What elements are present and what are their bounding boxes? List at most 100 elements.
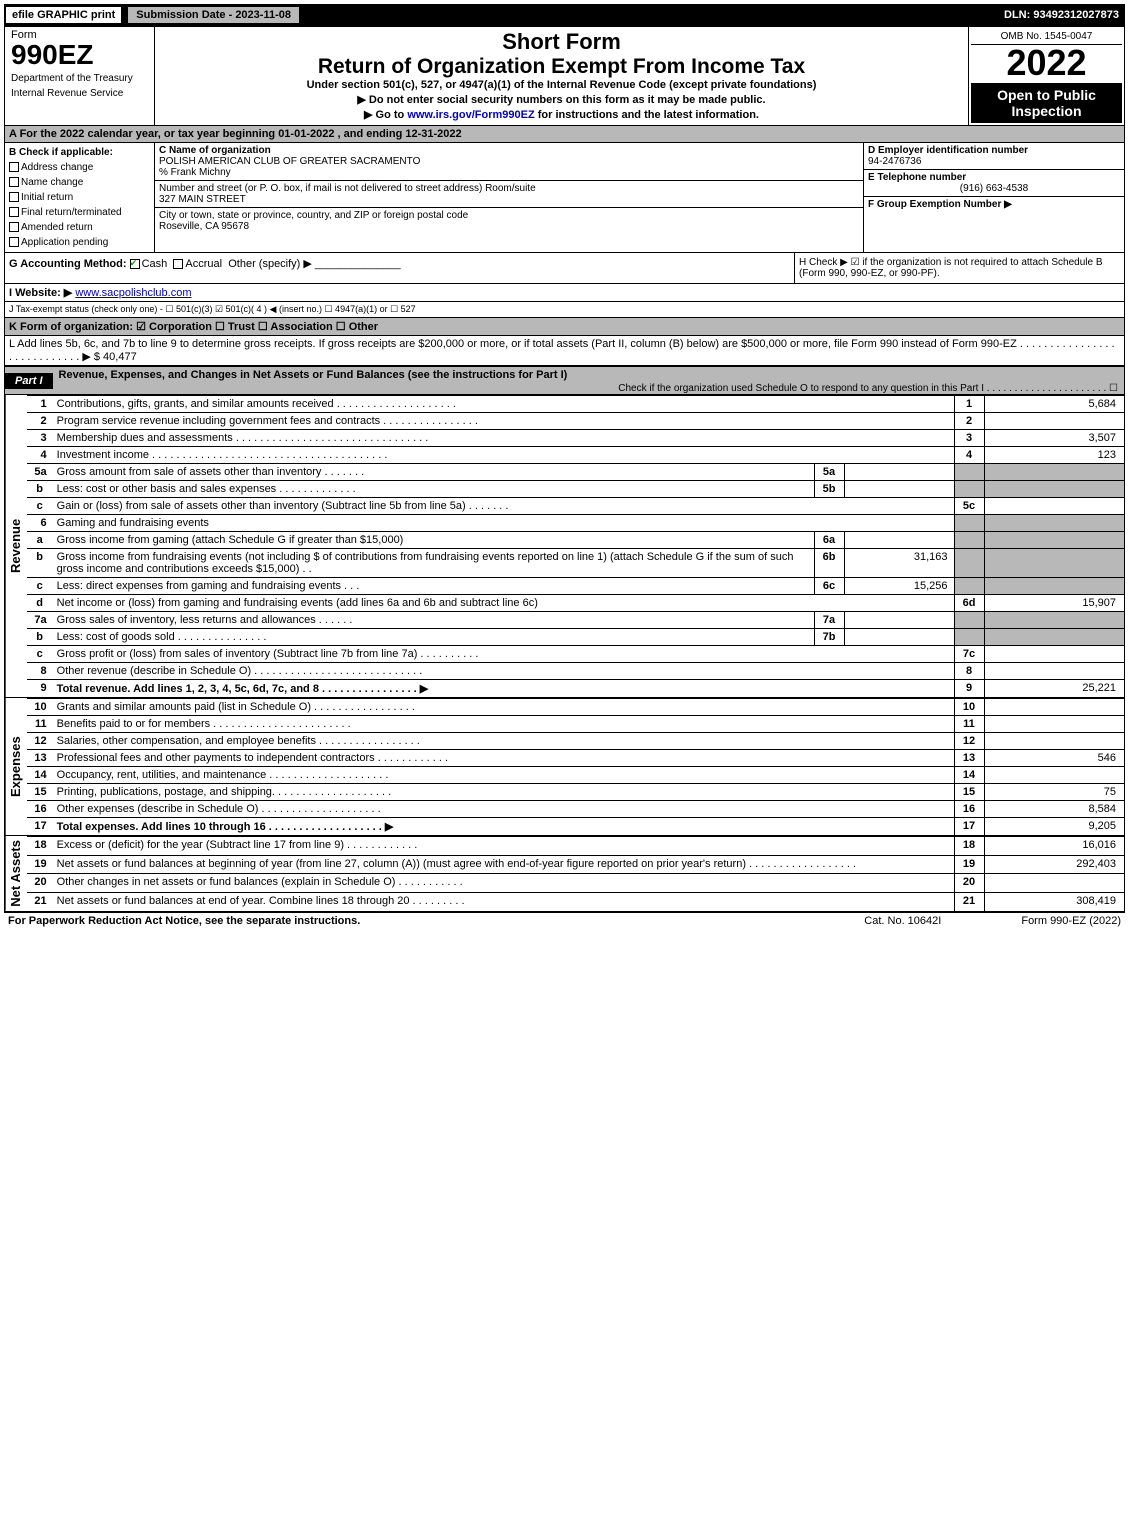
street-block: Number and street (or P. O. box, if mail…	[155, 181, 863, 208]
g-other: Other (specify) ▶	[228, 258, 312, 270]
cat-no: Cat. No. 10642I	[864, 915, 941, 927]
tel-block: E Telephone number (916) 663-4538	[864, 170, 1124, 197]
line-16: 16Other expenses (describe in Schedule O…	[27, 801, 1124, 818]
net-assets-table: 18Excess or (deficit) for the year (Subt…	[27, 836, 1124, 911]
tel-label: E Telephone number	[868, 172, 966, 183]
line-6: 6Gaming and fundraising events	[27, 515, 1124, 532]
dln-label: DLN: 93492312027873	[1004, 9, 1125, 21]
line-9: 9Total revenue. Add lines 1, 2, 3, 4, 5c…	[27, 680, 1124, 698]
section-j: J Tax-exempt status (check only one) - ☐…	[5, 302, 1124, 318]
form-header: Form 990EZ Department of the Treasury In…	[5, 27, 1124, 126]
line-19: 19Net assets or fund balances at beginni…	[27, 855, 1124, 874]
line-3: 3Membership dues and assessments . . . .…	[27, 430, 1124, 447]
opt-initial: Initial return	[21, 192, 73, 203]
expenses-table: 10Grants and similar amounts paid (list …	[27, 698, 1124, 835]
line-12: 12Salaries, other compensation, and empl…	[27, 733, 1124, 750]
irs-link[interactable]: www.irs.gov/Form990EZ	[407, 109, 534, 121]
g-label: G Accounting Method:	[9, 258, 127, 270]
line-18: 18Excess or (deficit) for the year (Subt…	[27, 837, 1124, 856]
expenses-block: Expenses 10Grants and similar amounts pa…	[5, 697, 1124, 835]
section-i: I Website: ▶ www.sacpolishclub.com	[5, 284, 1124, 302]
expenses-side-label: Expenses	[5, 698, 27, 835]
chk-name-change[interactable]	[9, 177, 19, 187]
form-number: 990EZ	[11, 41, 148, 69]
ssn-note: ▶ Do not enter social security numbers o…	[161, 93, 962, 106]
open-to-public: Open to Public Inspection	[971, 83, 1122, 123]
c-label: C Name of organization	[159, 145, 271, 156]
goto-note: ▶ Go to www.irs.gov/Form990EZ for instru…	[161, 108, 962, 121]
opt-pending: Application pending	[21, 237, 108, 248]
g-cash: Cash	[142, 258, 168, 270]
section-g: G Accounting Method: Cash Accrual Other …	[5, 253, 794, 283]
dept-irs: Internal Revenue Service	[11, 88, 148, 99]
submission-date: Submission Date - 2023-11-08	[127, 6, 300, 24]
section-k: K Form of organization: ☑ Corporation ☐ …	[5, 318, 1124, 336]
line-6c: cLess: direct expenses from gaming and f…	[27, 578, 1124, 595]
line-13: 13Professional fees and other payments t…	[27, 750, 1124, 767]
group-label: F Group Exemption Number ▶	[868, 199, 1012, 210]
chk-accrual[interactable]	[173, 259, 183, 269]
line-4: 4Investment income . . . . . . . . . . .…	[27, 447, 1124, 464]
line-2: 2Program service revenue including gover…	[27, 413, 1124, 430]
ein-block: D Employer identification number 94-2476…	[864, 143, 1124, 170]
chk-application-pending[interactable]	[9, 237, 19, 247]
city-label: City or town, state or province, country…	[159, 210, 468, 221]
ein-value: 94-2476736	[868, 156, 921, 167]
line-14: 14Occupancy, rent, utilities, and mainte…	[27, 767, 1124, 784]
chk-initial-return[interactable]	[9, 192, 19, 202]
section-c: C Name of organization POLISH AMERICAN C…	[155, 143, 864, 252]
org-name: POLISH AMERICAN CLUB OF GREATER SACRAMEN…	[159, 156, 420, 167]
line-6d: dNet income or (loss) from gaming and fu…	[27, 595, 1124, 612]
line-20: 20Other changes in net assets or fund ba…	[27, 874, 1124, 893]
opt-final: Final return/terminated	[21, 207, 122, 218]
line-5a: 5aGross amount from sale of assets other…	[27, 464, 1124, 481]
info-grid: B Check if applicable: Address change Na…	[5, 143, 1124, 253]
line-15: 15Printing, publications, postage, and s…	[27, 784, 1124, 801]
form-container: Form 990EZ Department of the Treasury In…	[4, 26, 1125, 912]
street-value: 327 MAIN STREET	[159, 194, 246, 205]
tel-value: (916) 663-4538	[868, 183, 1120, 194]
line-7c: cGross profit or (loss) from sales of in…	[27, 646, 1124, 663]
opt-address: Address change	[21, 162, 93, 173]
part-i-label: Part I	[5, 373, 53, 389]
section-l: L Add lines 5b, 6c, and 7b to line 9 to …	[5, 336, 1124, 366]
line-21: 21Net assets or fund balances at end of …	[27, 893, 1124, 911]
main-title: Return of Organization Exempt From Incom…	[161, 55, 962, 79]
section-b-title: B Check if applicable:	[9, 147, 113, 158]
goto-pre: ▶ Go to	[364, 109, 407, 121]
net-assets-block: Net Assets 18Excess or (deficit) for the…	[5, 835, 1124, 911]
chk-amended-return[interactable]	[9, 222, 19, 232]
revenue-table: 1Contributions, gifts, grants, and simil…	[27, 395, 1124, 697]
efile-label: efile GRAPHIC print	[6, 7, 121, 23]
header-center: Short Form Return of Organization Exempt…	[155, 27, 969, 125]
line-6b: bGross income from fundraising events (n…	[27, 549, 1124, 578]
chk-final-return[interactable]	[9, 207, 19, 217]
revenue-side-label: Revenue	[5, 395, 27, 697]
tax-year: 2022	[971, 45, 1122, 81]
paperwork-notice: For Paperwork Reduction Act Notice, see …	[8, 915, 360, 927]
section-a: A For the 2022 calendar year, or tax yea…	[5, 126, 1124, 143]
section-h: H Check ▶ ☑ if the organization is not r…	[794, 253, 1124, 283]
line-8: 8Other revenue (describe in Schedule O) …	[27, 663, 1124, 680]
goto-post: for instructions and the latest informat…	[535, 109, 759, 121]
chk-cash[interactable]	[130, 259, 140, 269]
revenue-block: Revenue 1Contributions, gifts, grants, a…	[5, 395, 1124, 697]
part-i-header: Part I Revenue, Expenses, and Changes in…	[5, 366, 1124, 395]
part-i-check: Check if the organization used Schedule …	[53, 383, 1124, 394]
line-11: 11Benefits paid to or for members . . . …	[27, 716, 1124, 733]
group-block: F Group Exemption Number ▶	[864, 197, 1124, 212]
website-url[interactable]: www.sacpolishclub.com	[75, 287, 191, 299]
line-5b: bLess: cost or other basis and sales exp…	[27, 481, 1124, 498]
city-value: Roseville, CA 95678	[159, 221, 249, 232]
section-g-h: G Accounting Method: Cash Accrual Other …	[5, 253, 1124, 284]
line-6a: aGross income from gaming (attach Schedu…	[27, 532, 1124, 549]
org-name-block: C Name of organization POLISH AMERICAN C…	[155, 143, 863, 181]
opt-name: Name change	[21, 177, 83, 188]
subtitle: Under section 501(c), 527, or 4947(a)(1)…	[161, 79, 962, 91]
line-5c: cGain or (loss) from sale of assets othe…	[27, 498, 1124, 515]
top-bar: efile GRAPHIC print Submission Date - 20…	[4, 4, 1125, 26]
chk-address-change[interactable]	[9, 162, 19, 172]
opt-amended: Amended return	[21, 222, 93, 233]
line-17: 17Total expenses. Add lines 10 through 1…	[27, 818, 1124, 836]
section-b: B Check if applicable: Address change Na…	[5, 143, 155, 252]
